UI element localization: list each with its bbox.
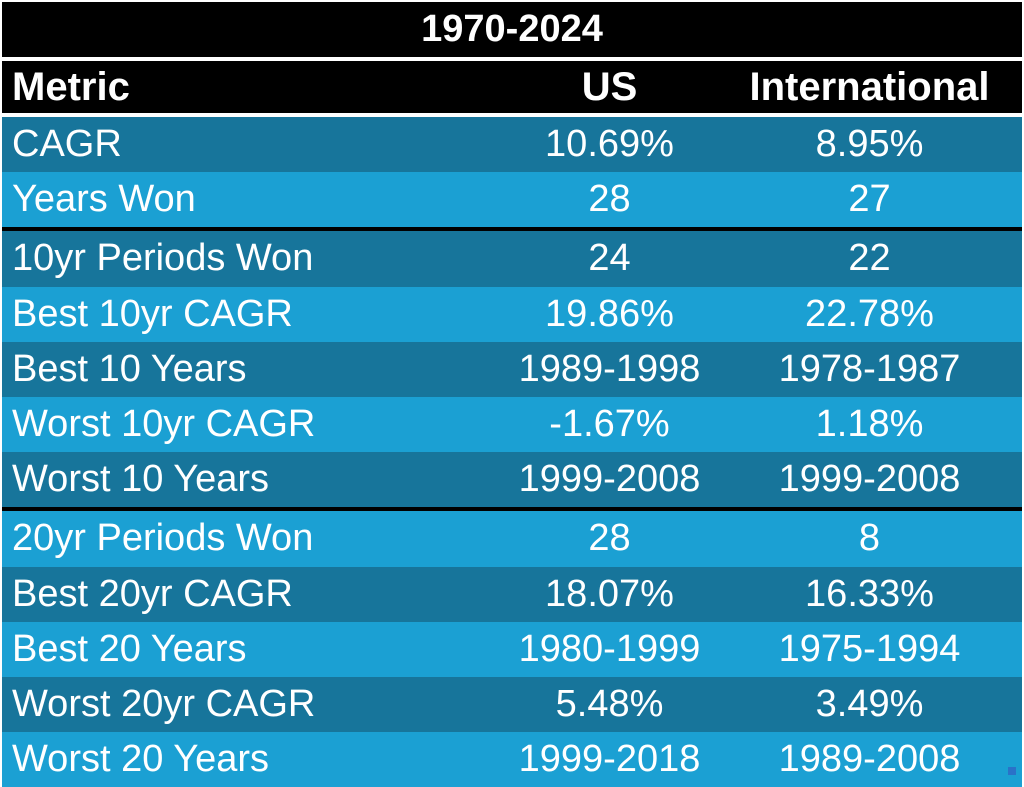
- metric-cell: Worst 10 Years: [12, 458, 270, 501]
- international-cell: 1999-2008: [778, 458, 961, 501]
- title-gap: [2, 57, 1022, 61]
- metric-cell: Worst 20yr CAGR: [12, 682, 316, 725]
- table-row: Best 20yr CAGR 18.07% 16.33%: [2, 566, 1022, 622]
- table-title: 1970-2024: [2, 2, 1022, 57]
- group-separator: [2, 227, 1022, 232]
- metric-cell: Best 20 Years: [12, 627, 247, 670]
- table-row: 20yr Periods Won 28 8: [2, 511, 1022, 567]
- header-row: Metric US International: [2, 61, 1022, 113]
- us-cell: 1980-1999: [518, 627, 701, 670]
- header-gap: [2, 113, 1022, 117]
- international-cell: 8.95%: [815, 123, 924, 166]
- international-cell: 8: [858, 517, 881, 560]
- us-cell: 18.07%: [545, 572, 674, 615]
- international-cell: 22: [848, 237, 891, 280]
- metric-cell: CAGR: [12, 123, 122, 166]
- header-us: US: [581, 64, 638, 109]
- international-cell: 22.78%: [805, 292, 934, 335]
- us-cell: 19.86%: [545, 292, 674, 335]
- group-separator: [2, 507, 1022, 512]
- international-cell: 1.18%: [815, 403, 924, 446]
- metric-cell: 10yr Periods Won: [12, 237, 314, 280]
- metric-cell: Best 10yr CAGR: [12, 292, 293, 335]
- us-cell: -1.67%: [549, 403, 670, 446]
- resize-handle-icon: [1008, 767, 1016, 775]
- table-row: Worst 10yr CAGR -1.67% 1.18%: [2, 396, 1022, 453]
- table-body: CAGR 10.69% 8.95% Years Won 28 27 10yr Periods…: [2, 117, 1022, 787]
- header-international: International: [749, 64, 990, 109]
- us-cell: 5.48%: [555, 682, 664, 725]
- international-cell: 1989-2008: [778, 738, 961, 781]
- table-row: Years Won 28 27: [2, 172, 1022, 228]
- table-row: Best 10yr CAGR 19.86% 22.78%: [2, 286, 1022, 342]
- us-cell: 10.69%: [545, 123, 674, 166]
- us-cell: 24: [588, 237, 631, 280]
- metric-cell: 20yr Periods Won: [12, 517, 314, 560]
- international-cell: 3.49%: [815, 682, 924, 725]
- us-cell: 28: [588, 178, 631, 221]
- table-row: 10yr Periods Won 24 22: [2, 231, 1022, 287]
- table-row: Worst 20yr CAGR 5.48% 3.49%: [2, 676, 1022, 733]
- us-cell: 1999-2008: [518, 458, 701, 501]
- international-cell: 16.33%: [805, 572, 934, 615]
- metric-cell: Best 10 Years: [12, 347, 247, 390]
- us-cell: 1989-1998: [518, 347, 701, 390]
- international-cell: 1978-1987: [778, 347, 961, 390]
- table-row: Worst 10 Years 1999-2008 1999-2008: [2, 452, 1022, 508]
- table-row: Best 10 Years 1989-1998 1978-1987: [2, 341, 1022, 397]
- table-row: CAGR 10.69% 8.95%: [2, 117, 1022, 173]
- international-cell: 1975-1994: [778, 627, 961, 670]
- us-cell: 28: [588, 517, 631, 560]
- metric-cell: Best 20yr CAGR: [12, 572, 293, 615]
- metric-cell: Years Won: [12, 178, 196, 221]
- metric-cell: Worst 10yr CAGR: [12, 403, 316, 446]
- table-row: Best 20 Years 1980-1999 1975-1994: [2, 621, 1022, 677]
- header-metric: Metric: [12, 64, 130, 109]
- metric-cell: Worst 20 Years: [12, 738, 270, 781]
- us-cell: 1999-2018: [518, 738, 701, 781]
- international-cell: 27: [848, 178, 891, 221]
- table-row: Worst 20 Years 1999-2018 1989-2008: [2, 732, 1022, 787]
